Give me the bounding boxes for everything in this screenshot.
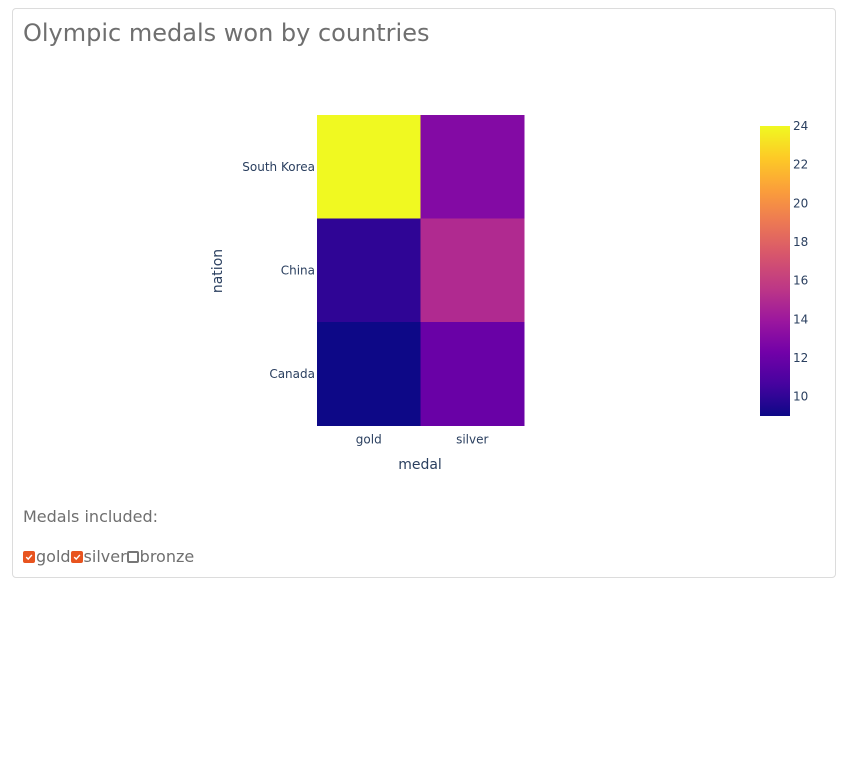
colorbar [760,126,790,416]
checkbox-gold[interactable]: gold [23,547,71,566]
heatmap-cell-canada-gold[interactable] [317,322,421,426]
colorbar-tick-label: 10 [793,390,808,404]
checkbox-gold-box[interactable] [23,550,35,563]
x-tick-label: silver [456,433,488,447]
colorbar-tick-label: 18 [793,235,808,249]
checkbox-bronze-label: bronze [139,547,195,566]
colorbar-tick-label: 24 [793,119,808,133]
page-title: Olympic medals won by countries [23,19,430,47]
check-icon [25,553,33,560]
colorbar-tick-label: 12 [793,351,808,365]
medals-checklist: gold silver bronze [23,547,194,566]
checkbox-silver[interactable]: silver [70,547,127,566]
heatmap-cell-canada-silver[interactable] [420,322,525,426]
medals-filter-label: Medals included: [23,507,158,526]
y-tick-label: Canada [269,367,315,381]
dashboard-card: Olympic medals won by countries South Ko… [12,8,836,578]
y-tick-label: South Korea [242,160,315,174]
checkbox-bronze-box[interactable] [126,550,139,563]
colorbar-tick-label: 20 [793,196,808,210]
colorbar-tick-label: 22 [793,158,808,172]
colorbar-tick-label: 16 [793,274,808,288]
y-tick-label: China [281,263,315,277]
colorbar-tick-label: 14 [793,312,808,326]
y-axis-title: nation [210,249,226,293]
checkbox-silver-box[interactable] [70,550,83,563]
checkbox-silver-label: silver [83,547,127,566]
check-icon [73,553,80,560]
heatmap-cell-south-korea-gold[interactable] [317,115,421,219]
heatmap-cell-south-korea-silver[interactable] [420,115,525,219]
heatmap-cell-china-gold[interactable] [317,218,421,323]
checkbox-gold-label: gold [36,547,71,566]
x-axis-title: medal [398,457,442,473]
heatmap-cell-china-silver[interactable] [420,218,525,323]
x-tick-label: gold [356,433,382,447]
checkbox-bronze[interactable]: bronze [126,547,195,566]
